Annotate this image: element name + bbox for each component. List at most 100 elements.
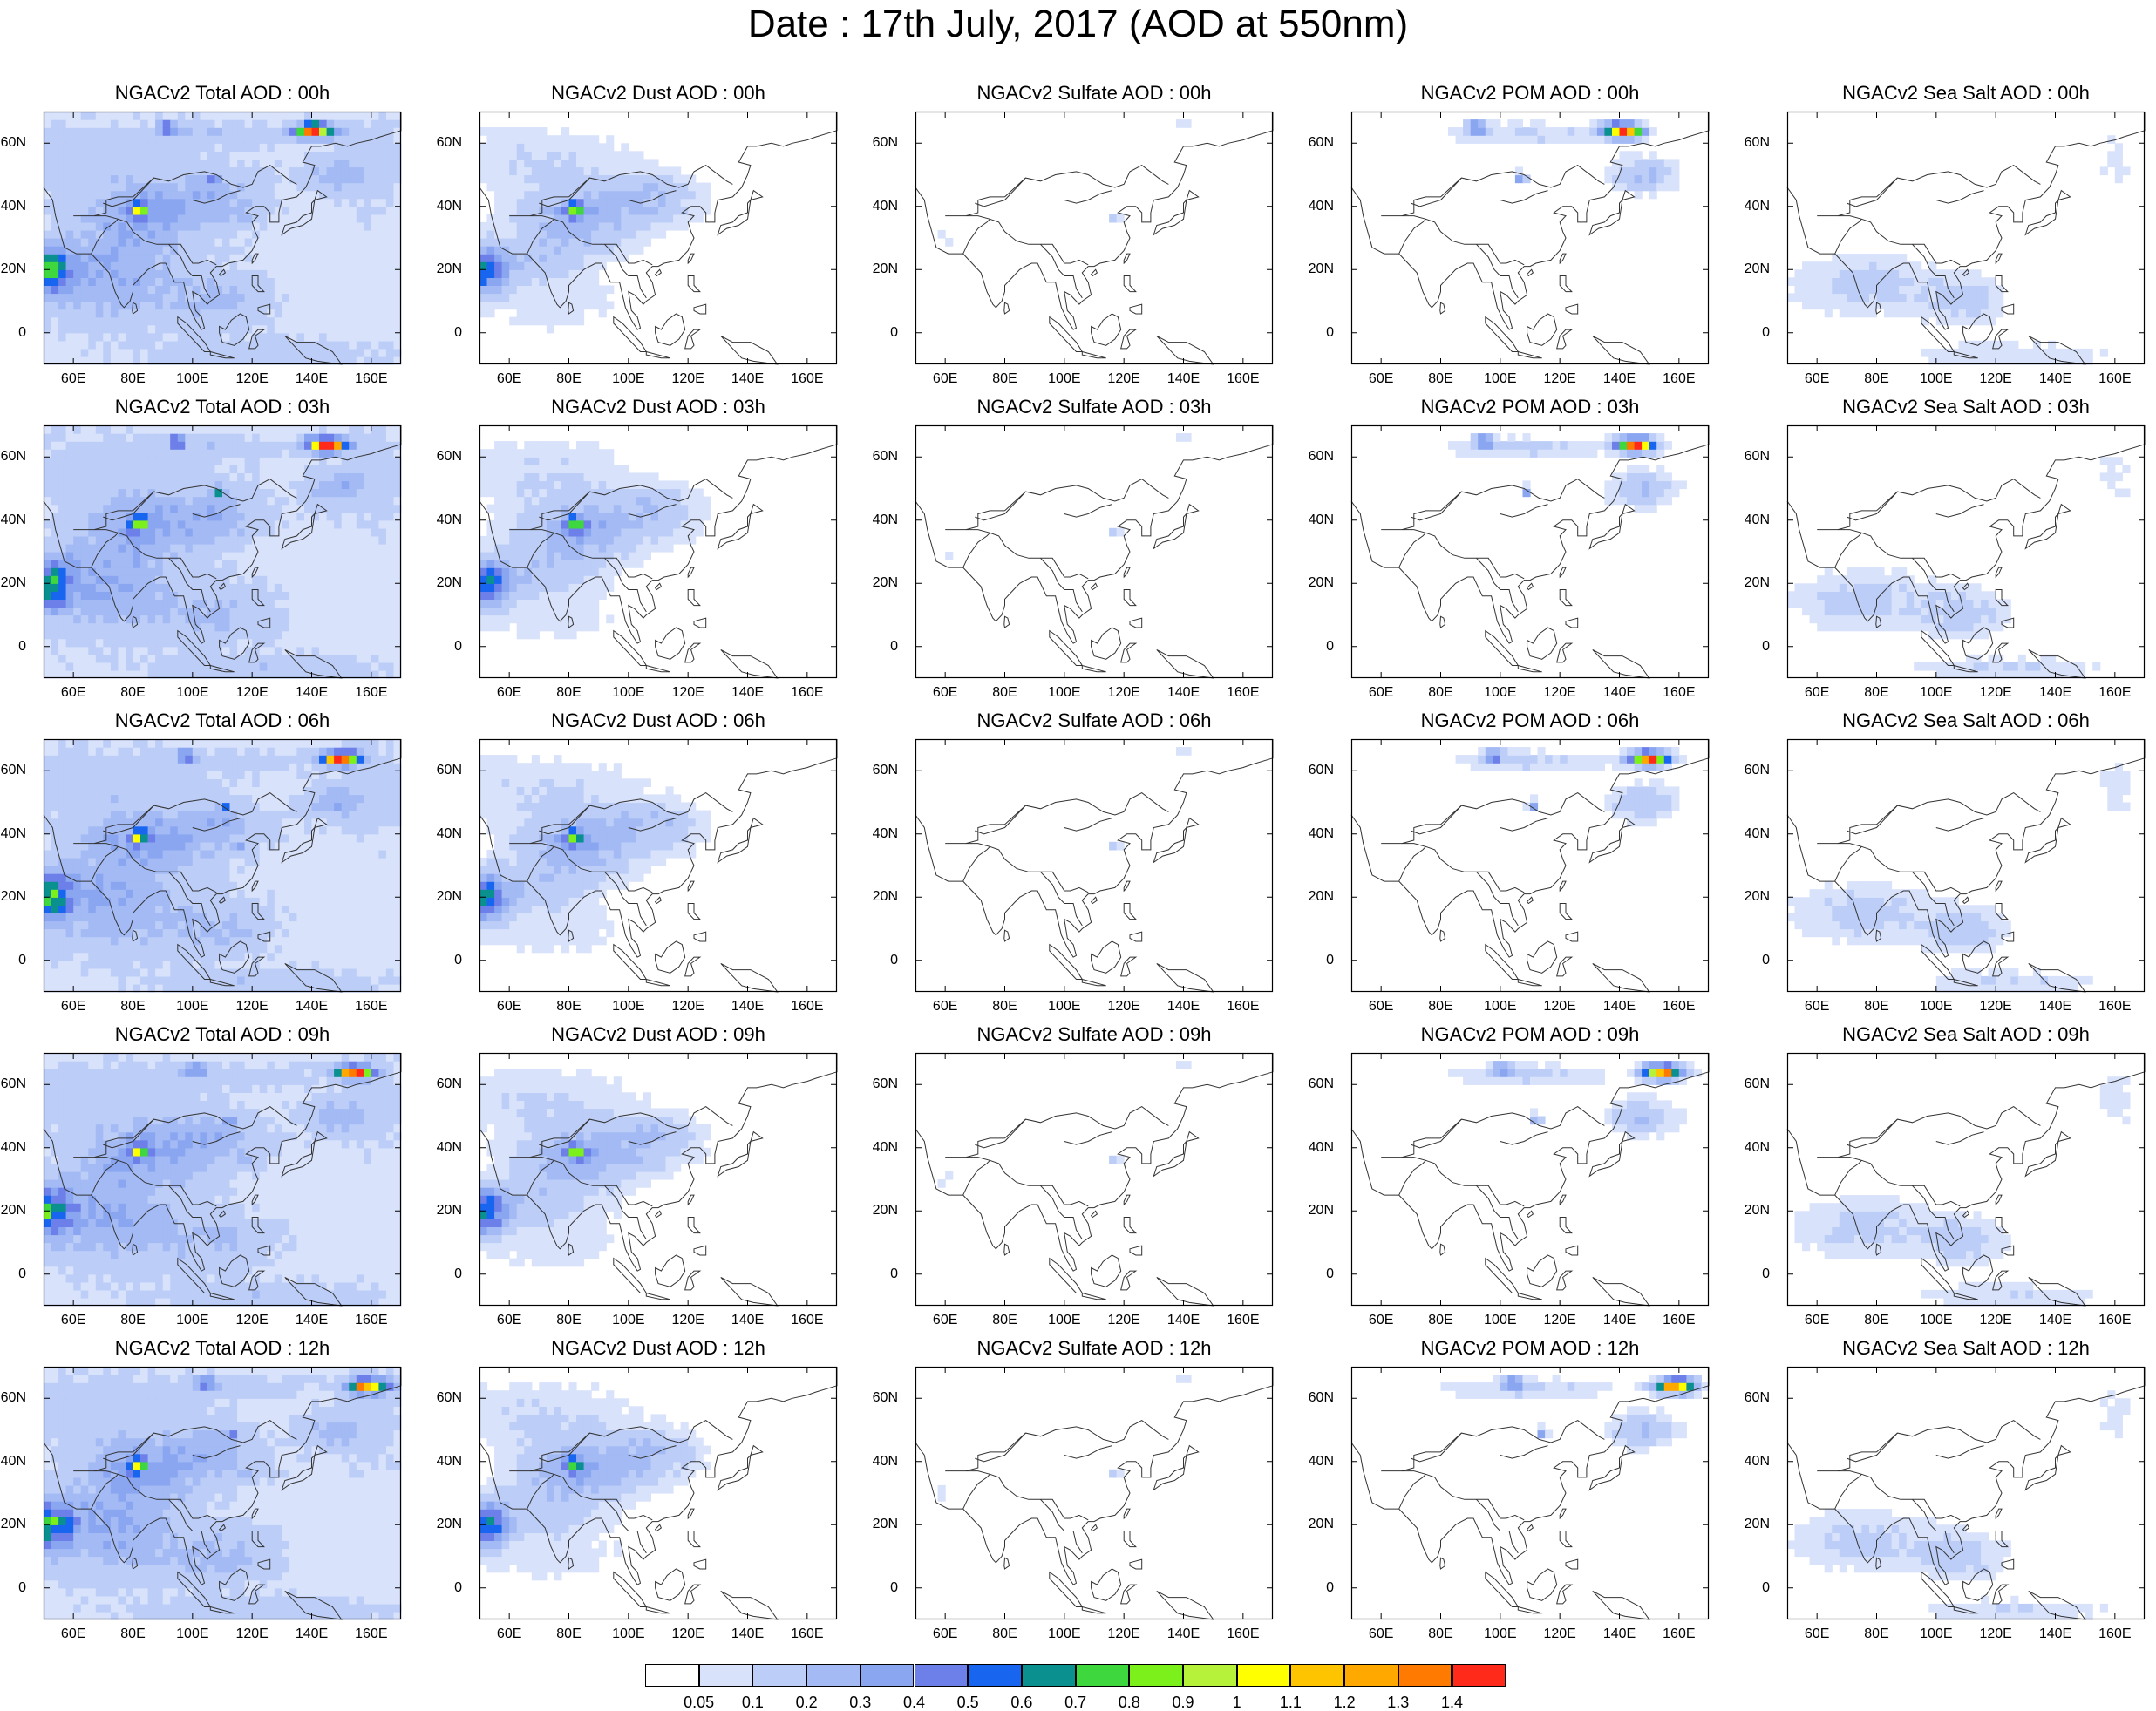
x-tick-label: 60E xyxy=(1369,1313,1393,1328)
tick-marks xyxy=(915,1367,1273,1619)
colorbar-swatch xyxy=(806,1664,860,1687)
x-tick-label: 120E xyxy=(1107,1313,1139,1328)
x-tick-label: 160E xyxy=(1227,1626,1259,1642)
tick-marks xyxy=(915,425,1273,678)
aod-field xyxy=(479,1069,711,1266)
y-tick-label: 20N xyxy=(873,1517,898,1532)
colorbar-swatch xyxy=(860,1664,915,1687)
colorbar-label: 0.7 xyxy=(1064,1694,1086,1711)
y-tick-label: 60N xyxy=(1,135,26,151)
x-tick-label: 100E xyxy=(1048,685,1080,701)
y-tick-label: 40N xyxy=(1745,513,1770,528)
x-tick-label: 80E xyxy=(1428,685,1452,701)
x-tick-label: 120E xyxy=(1979,999,2011,1015)
y-tick-label: 0 xyxy=(18,1266,26,1282)
aod-field xyxy=(1441,1375,1710,1454)
y-tick-label: 40N xyxy=(1309,826,1334,842)
coastline xyxy=(915,425,1273,678)
x-tick-label: 140E xyxy=(1603,371,1636,387)
x-tick-label: 80E xyxy=(1428,999,1452,1015)
x-tick-label: 120E xyxy=(671,371,704,387)
x-tick-label: 60E xyxy=(497,1626,521,1642)
x-tick-label: 80E xyxy=(120,1313,145,1328)
tick-marks xyxy=(1351,739,1709,992)
y-tick-label: 60N xyxy=(437,1076,462,1092)
y-tick-label: 20N xyxy=(437,575,462,591)
y-tick-label: 0 xyxy=(890,1266,898,1282)
coastline xyxy=(1787,739,2145,992)
y-tick-label: 20N xyxy=(1309,261,1334,277)
y-tick-label: 20N xyxy=(1,1517,26,1532)
colorbar-swatch xyxy=(699,1664,753,1687)
y-tick-label: 60N xyxy=(1745,135,1770,151)
y-tick-label: 40N xyxy=(873,826,898,842)
x-tick-label: 140E xyxy=(1167,371,1200,387)
panel-title: NGACv2 Dust AOD : 03h xyxy=(479,396,837,418)
colorbar-swatch xyxy=(968,1664,1022,1687)
aod-map xyxy=(44,112,401,364)
x-tick-label: 60E xyxy=(933,685,957,701)
panel-title: NGACv2 Sulfate AOD : 09h xyxy=(915,1023,1273,1046)
panel-title: NGACv2 Sulfate AOD : 00h xyxy=(915,82,1273,105)
y-tick-label: 20N xyxy=(437,1203,462,1219)
y-tick-label: 60N xyxy=(873,135,898,151)
colorbar-label: 0.2 xyxy=(796,1694,818,1711)
y-tick-label: 20N xyxy=(1309,889,1334,905)
aod-field xyxy=(1448,119,1679,199)
x-tick-label: 160E xyxy=(2098,999,2131,1015)
x-tick-label: 120E xyxy=(1979,371,2011,387)
x-tick-label: 120E xyxy=(1979,685,2011,701)
y-tick-label: 40N xyxy=(1309,513,1334,528)
colorbar-swatch xyxy=(1290,1664,1344,1687)
y-tick-label: 40N xyxy=(437,826,462,842)
x-tick-label: 120E xyxy=(1543,1313,1575,1328)
x-tick-label: 120E xyxy=(235,1626,268,1642)
y-tick-label: 20N xyxy=(1,889,26,905)
map-frame xyxy=(1352,740,1709,992)
y-tick-label: 40N xyxy=(437,199,462,214)
panel-title: NGACv2 Sea Salt AOD : 03h xyxy=(1787,396,2145,418)
y-tick-label: 20N xyxy=(437,1517,462,1532)
tick-marks xyxy=(1351,425,1709,678)
aod-field xyxy=(1787,135,2131,364)
x-tick-label: 100E xyxy=(1920,371,1952,387)
y-tick-label: 0 xyxy=(18,1580,26,1596)
panel-title: NGACv2 Sea Salt AOD : 06h xyxy=(1787,710,2145,732)
colorbar-label: 0.05 xyxy=(684,1694,714,1711)
x-tick-label: 60E xyxy=(61,1626,85,1642)
x-tick-label: 80E xyxy=(556,685,581,701)
x-tick-label: 120E xyxy=(1543,999,1575,1015)
aod-field xyxy=(1456,747,1687,826)
coastline xyxy=(1787,425,2145,678)
x-tick-label: 100E xyxy=(1048,1626,1080,1642)
x-tick-label: 120E xyxy=(1979,1626,2011,1642)
x-tick-label: 100E xyxy=(612,1313,644,1328)
x-tick-label: 140E xyxy=(731,999,764,1015)
x-tick-label: 60E xyxy=(61,371,85,387)
x-tick-label: 160E xyxy=(355,1313,387,1328)
x-tick-label: 100E xyxy=(1048,999,1080,1015)
x-tick-label: 140E xyxy=(1167,999,1200,1015)
x-tick-label: 160E xyxy=(791,371,823,387)
y-tick-label: 20N xyxy=(1745,889,1770,905)
x-tick-label: 100E xyxy=(612,999,644,1015)
y-tick-label: 60N xyxy=(1,449,26,465)
y-tick-label: 20N xyxy=(1,261,26,277)
y-tick-label: 0 xyxy=(18,953,26,968)
x-tick-label: 100E xyxy=(1920,1313,1952,1328)
y-tick-label: 60N xyxy=(1,1390,26,1406)
y-tick-label: 0 xyxy=(1762,639,1770,655)
aod-map xyxy=(479,1053,837,1306)
x-tick-label: 80E xyxy=(1864,371,1888,387)
x-tick-label: 80E xyxy=(992,1626,1017,1642)
map-frame xyxy=(1352,1368,1709,1619)
aod-map xyxy=(1787,425,2145,678)
aod-field xyxy=(1787,763,2131,992)
panel-title: NGACv2 Total AOD : 03h xyxy=(44,396,401,418)
y-tick-label: 20N xyxy=(437,889,462,905)
